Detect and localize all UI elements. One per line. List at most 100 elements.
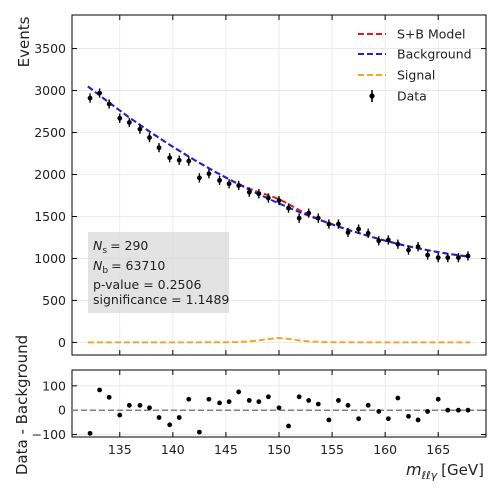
data-point (326, 221, 332, 227)
residual-point (147, 405, 152, 411)
stats-significance: significance = 1.1489 (93, 292, 229, 307)
data-point (106, 101, 112, 107)
residual-point (137, 402, 143, 408)
data-point (117, 115, 123, 121)
residual-y-tick-label: 0 (58, 403, 66, 418)
main-data-points (87, 88, 471, 263)
residual-point (186, 396, 192, 402)
residual-point (286, 423, 291, 429)
legend-label-sb-model: S+B Model (397, 27, 466, 42)
data-point (87, 95, 93, 101)
legend-label-data: Data (397, 89, 427, 104)
data-point (315, 215, 321, 221)
data-point (137, 126, 143, 132)
main-y-tick-label: 1500 (34, 209, 66, 224)
residual-point (385, 416, 391, 422)
x-tick-label: 165 (426, 442, 450, 457)
legend-swatch-data-marker (369, 93, 375, 99)
residual-point (256, 399, 262, 405)
x-tick-label: 160 (373, 442, 397, 457)
data-point (445, 255, 451, 261)
main-model-lines (87, 85, 471, 344)
residual-point (97, 387, 102, 393)
main-y-axis-label: Events (15, 16, 33, 67)
residual-y-tick-label: 100 (42, 378, 66, 393)
stats-pvalue: p-value = 0.2506 (93, 277, 201, 292)
residual-point (456, 407, 461, 413)
data-point (465, 253, 471, 259)
stats-box: Ns = 290 Nb = 63710 p-value = 0.2506 signi… (88, 232, 229, 313)
main-y-tick-label: 3000 (34, 83, 66, 98)
residual-point (87, 430, 93, 436)
data-point (425, 252, 431, 258)
main-y-ticks: 0 500 1000 1500 2000 2500 3000 3500 (34, 41, 486, 350)
x-axis-label: mℓℓγ [GeV] (406, 460, 484, 482)
data-point (167, 155, 173, 161)
data-point (126, 120, 132, 125)
data-point (226, 181, 232, 187)
x-tick-label: 150 (267, 442, 291, 457)
data-point (435, 255, 441, 261)
residual-point (276, 405, 282, 411)
legend: S+B Model Background Signal Data (358, 27, 472, 104)
residual-panel: −100 0 100 135 140 145 150 155 160 165 Data - Ba… (13, 335, 487, 482)
residual-point (465, 407, 471, 413)
residual-point (117, 412, 123, 418)
residual-point (246, 398, 252, 403)
residual-point (196, 429, 202, 435)
residual-point (176, 415, 182, 420)
data-point (376, 238, 382, 244)
data-point (296, 215, 302, 221)
legend-label-background: Background (397, 47, 472, 62)
residual-point (236, 389, 242, 395)
main-panel: 0 500 1000 1500 2000 2500 3000 3500 Ns = 290 Nb =… (15, 14, 487, 356)
residual-point (336, 398, 341, 403)
signal-line (87, 336, 471, 344)
legend-label-signal: Signal (397, 68, 435, 83)
data-point (256, 191, 262, 197)
residual-point (445, 407, 451, 413)
stats-ns: Ns = 290 (93, 238, 148, 256)
residual-point (265, 394, 271, 400)
residual-point (106, 394, 112, 400)
x-tick-label: 155 (320, 442, 344, 457)
residual-point (365, 402, 371, 408)
data-point (336, 221, 341, 227)
residual-x-ticks: 135 140 145 150 155 160 165 (108, 370, 450, 457)
residual-point (376, 409, 382, 414)
data-point (176, 157, 182, 163)
residual-point (126, 402, 132, 408)
residual-point (415, 417, 421, 423)
residual-point (296, 394, 302, 400)
residual-point (326, 417, 332, 423)
residual-point (425, 409, 431, 414)
residual-y-tick-label: −100 (32, 427, 66, 442)
data-point (276, 198, 282, 203)
data-point (186, 158, 192, 164)
data-point (356, 226, 362, 232)
stats-nb: Nb = 63710 (93, 258, 165, 276)
data-point (206, 171, 212, 177)
data-point (406, 247, 411, 253)
residual-point (356, 416, 362, 422)
main-y-tick-label: 3500 (34, 41, 66, 56)
data-point (385, 237, 391, 243)
data-point (246, 189, 252, 195)
data-point (265, 195, 271, 201)
main-y-tick-label: 500 (42, 293, 66, 308)
data-point (236, 183, 242, 188)
residual-point (306, 398, 312, 403)
residual-point (435, 396, 441, 402)
residual-point (206, 396, 212, 402)
data-point (456, 255, 461, 261)
stats-box-background (88, 232, 229, 313)
residual-point (217, 400, 222, 406)
x-tick-label: 140 (161, 442, 185, 457)
residual-point (395, 395, 401, 401)
main-y-tick-label: 1000 (34, 251, 66, 266)
residual-point (315, 401, 321, 407)
residual-point (226, 399, 232, 405)
data-point (306, 210, 312, 216)
residual-point (345, 402, 351, 408)
main-x-ticks (119, 15, 439, 355)
